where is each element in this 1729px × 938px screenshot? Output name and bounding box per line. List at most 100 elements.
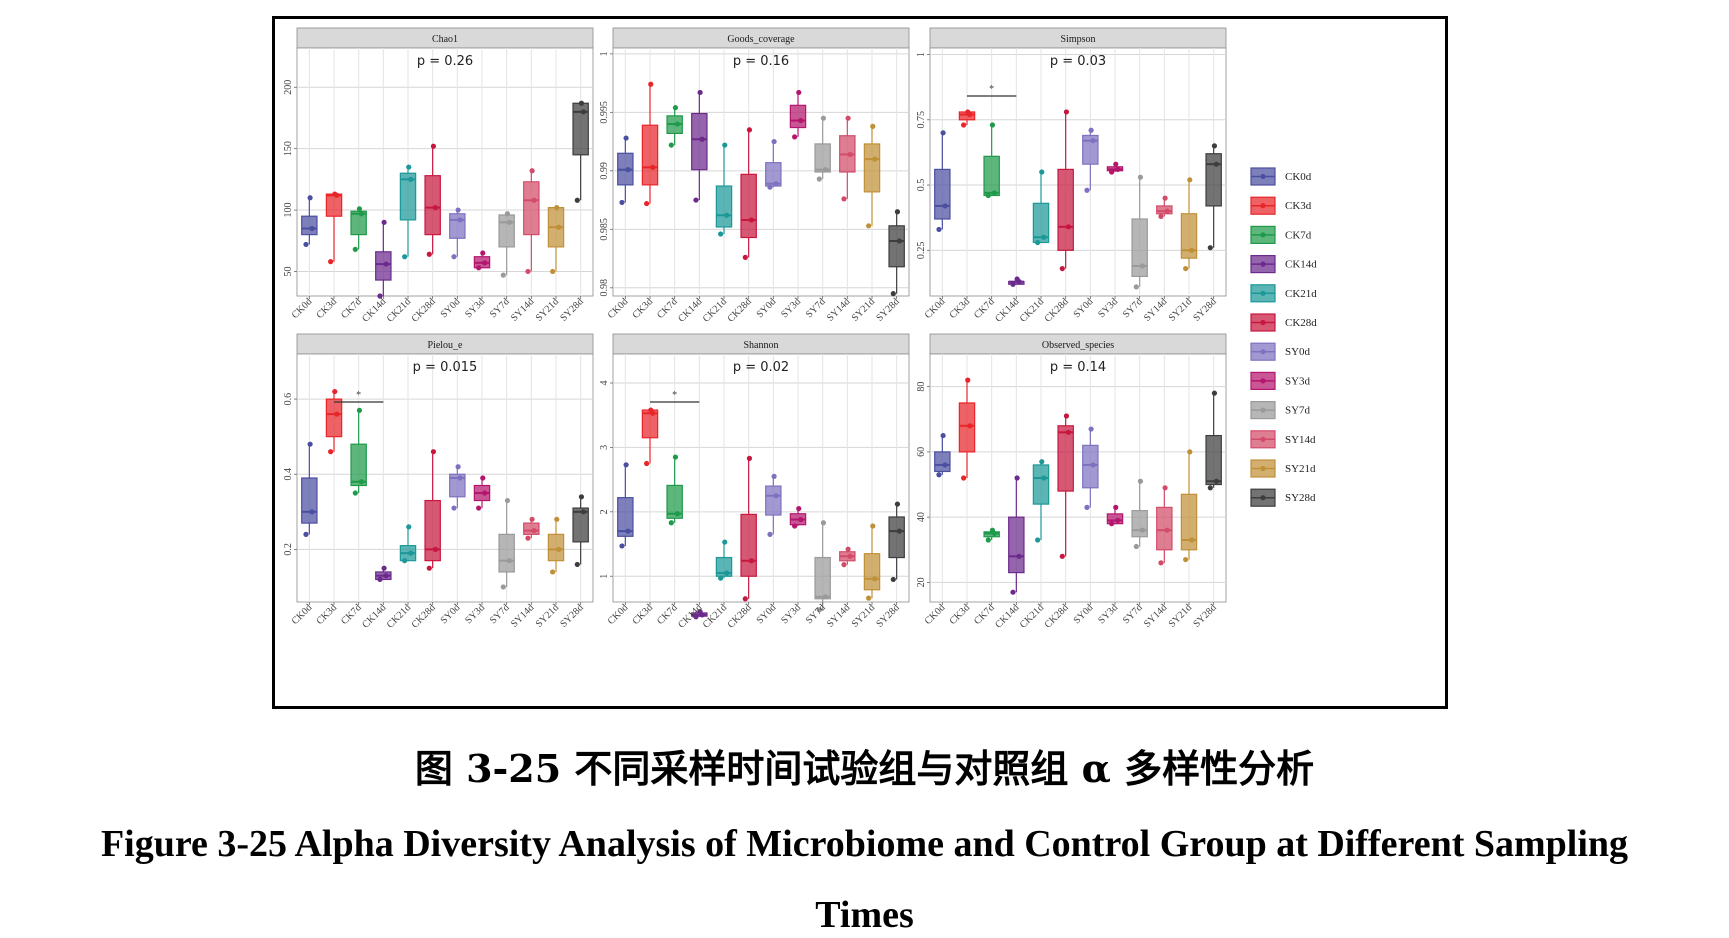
data-point [1213, 478, 1220, 484]
data-point [303, 531, 309, 537]
data-point [674, 511, 681, 517]
data-point [697, 609, 703, 615]
y-tick-label: 0.99 [599, 162, 610, 180]
y-tick-label: 50 [283, 266, 294, 276]
y-tick-label: 2 [599, 509, 610, 514]
box-sy28d [888, 225, 905, 268]
data-point [1162, 485, 1168, 491]
box-ck0d [934, 168, 951, 220]
x-tick-label: SY3d [463, 296, 487, 320]
data-point [482, 260, 488, 266]
x-tick-label: SY14d [825, 602, 852, 629]
x-tick-label: CK14d [993, 296, 1021, 324]
box-sy21d [1180, 493, 1198, 551]
y-tick-label: 40 [916, 512, 927, 522]
x-tick-label: SY0d [755, 602, 779, 626]
legend-swatch-dot [1260, 261, 1266, 267]
data-point [482, 490, 488, 496]
data-point [352, 246, 358, 252]
data-point [1207, 485, 1213, 491]
box-sy7d [814, 143, 831, 173]
data-point [644, 200, 650, 207]
data-point [356, 206, 363, 212]
legend-label-ck21d: CK21d [1285, 288, 1317, 300]
data-point [430, 143, 437, 149]
data-point [796, 505, 802, 512]
data-point [1063, 109, 1070, 115]
data-point [619, 543, 625, 549]
data-point [870, 123, 876, 129]
data-point [556, 546, 562, 552]
x-tick-label: CK28d [1043, 602, 1071, 630]
data-point [1063, 413, 1070, 419]
data-point [1115, 166, 1121, 172]
panel-title: Observed_species [1042, 340, 1114, 351]
x-tick-label: CK14d [676, 296, 704, 324]
data-point [406, 164, 412, 170]
box-ck28d [740, 173, 757, 239]
data-point [457, 217, 463, 223]
y-tick-label: 0.995 [599, 101, 610, 124]
box-sy21d [863, 143, 881, 193]
box-sy3d [1106, 513, 1124, 525]
box-ck28d [424, 175, 441, 236]
x-tick-label: SY14d [825, 296, 852, 323]
data-point [718, 575, 724, 581]
x-tick-label: SY21d [534, 296, 561, 323]
data-point [896, 528, 903, 534]
data-point [303, 241, 309, 248]
data-point [1158, 213, 1164, 219]
box-ck21d [715, 185, 733, 228]
data-point [506, 219, 513, 225]
data-point [1035, 537, 1041, 543]
data-point [328, 449, 334, 455]
data-point [476, 505, 482, 511]
data-point [965, 377, 971, 383]
data-point [480, 250, 486, 256]
data-point [1010, 281, 1016, 287]
y-tick-label: 1 [599, 51, 610, 56]
data-point [1113, 161, 1119, 167]
x-tick-label: CK3d [314, 602, 339, 627]
legend-swatch-dot [1260, 232, 1266, 238]
x-tick-label: SY0d [439, 296, 463, 320]
data-point [1010, 589, 1016, 595]
box-ck3d [325, 193, 343, 217]
data-point [847, 151, 853, 158]
data-point [699, 136, 705, 142]
x-tick-label: CK14d [360, 296, 388, 324]
data-point [408, 550, 414, 556]
data-point [1084, 504, 1090, 510]
x-tick-label: SY0d [755, 296, 779, 320]
data-point [718, 231, 724, 237]
data-point [985, 192, 991, 199]
data-point [742, 596, 748, 602]
x-tick-label: CK21d [1018, 296, 1046, 324]
x-tick-label: SY0d [1072, 296, 1096, 320]
data-point [358, 479, 365, 485]
legend-label-sy28d: SY28d [1285, 492, 1316, 504]
y-tick-label: 1 [599, 574, 610, 579]
data-point [1164, 208, 1170, 214]
x-tick-label: CK28d [726, 602, 754, 630]
data-point [529, 168, 535, 174]
x-tick-label: SY28d [1191, 296, 1218, 323]
data-point [574, 561, 580, 568]
data-point [1088, 426, 1094, 432]
data-point [989, 527, 996, 533]
data-point [506, 558, 513, 564]
data-point [1211, 143, 1218, 149]
x-tick-label: CK3d [947, 602, 972, 627]
data-point [816, 607, 822, 613]
data-point [866, 595, 872, 601]
data-point [773, 493, 779, 499]
data-point [798, 117, 804, 124]
data-point [531, 197, 537, 203]
data-point [430, 449, 437, 455]
box-sy7d [1131, 510, 1148, 538]
x-tick-label: SY28d [1191, 602, 1218, 629]
data-point [1039, 459, 1045, 465]
significance-star: * [672, 390, 677, 401]
